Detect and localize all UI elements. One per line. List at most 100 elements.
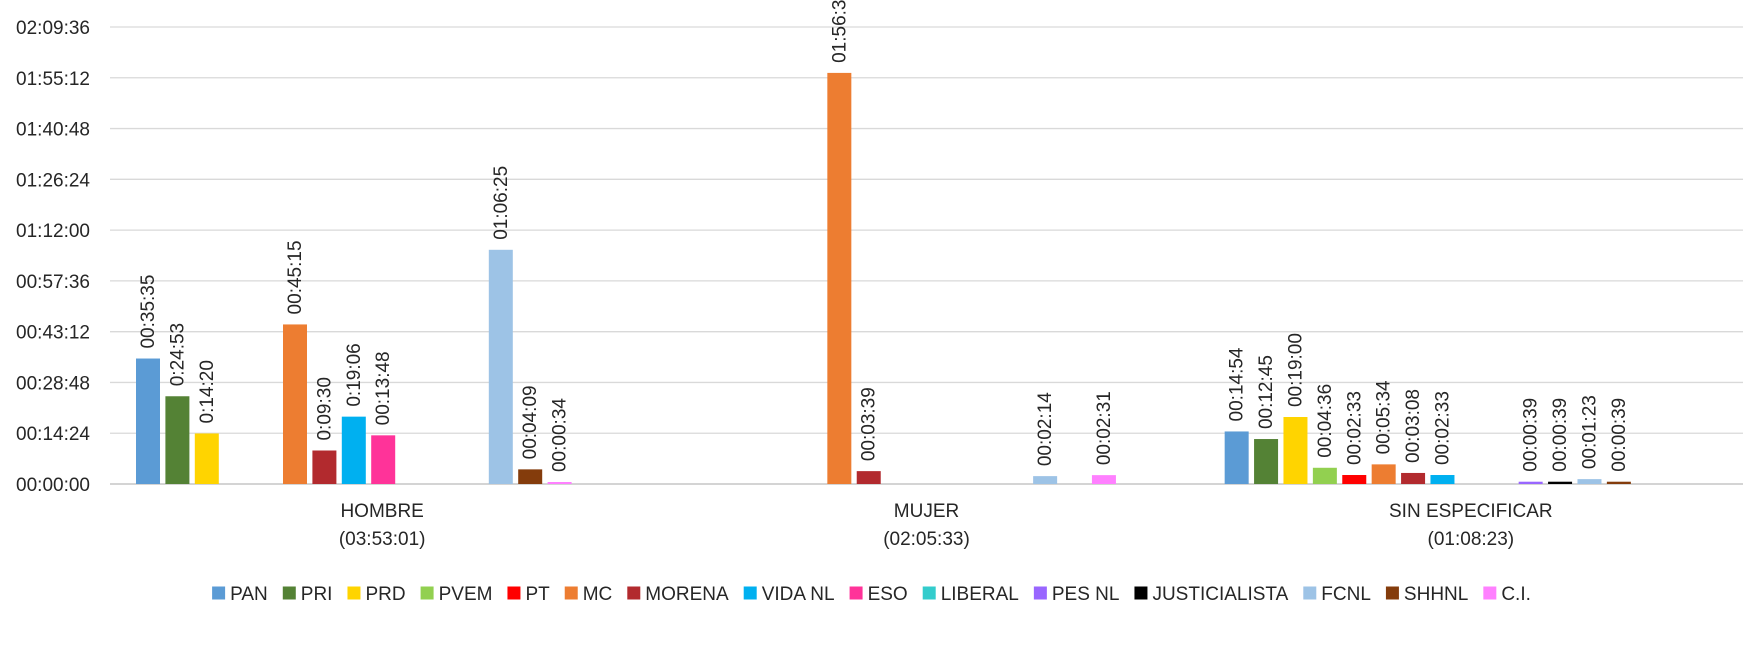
data-label: 01:06:25 [491,166,512,240]
bar-mc [827,72,852,485]
legend-label: PRI [301,584,333,605]
bar-mc [283,324,307,484]
bars [136,72,1631,485]
legend-swatch [282,586,296,600]
data-label: 00:05:34 [1374,380,1395,454]
data-label: 00:04:09 [520,385,541,459]
y-tick-label: 02:09:36 [16,18,90,39]
legend-swatch [420,586,434,600]
legend-swatch [1385,586,1399,600]
y-tick-label: 00:43:12 [16,323,90,344]
bar-pan [136,358,160,484]
bar-morena [312,450,337,484]
bar-vida-nl [1430,475,1455,484]
bar-morena [1401,472,1426,484]
legend-swatch [212,586,226,600]
legend-label: PAN [230,584,268,605]
legend-label: FCNL [1321,584,1371,605]
bar-justicialista [1548,481,1573,484]
category-total-label: (02:05:33) [883,529,970,550]
x-axis-category-labels: HOMBRE (03:53:01) MUJER (02:05:33) SIN ESPEC… [339,501,1553,550]
bar-shhnl [518,469,543,484]
data-label: 00:01:23 [1579,395,1600,469]
y-tick-label: 00:14:24 [16,424,90,445]
legend-swatch [347,586,361,600]
y-tick-label: 00:28:48 [16,373,90,394]
y-tick-label: 00:00:00 [16,475,90,496]
data-label: 00:45:15 [285,240,306,314]
data-label: 0:19:06 [344,343,365,406]
bar-pan [1224,431,1249,484]
data-label: 00:03:39 [859,387,880,461]
legend-swatch [743,586,757,600]
bar-prd [1283,417,1308,484]
data-label: 00:00:39 [1521,398,1542,472]
bar-fcnl [1577,479,1602,484]
category-label: SIN ESPECIFICAR [1389,501,1553,522]
y-tick-label: 01:26:24 [16,170,90,191]
category-label: MUJER [894,501,959,522]
category-total-label: (03:53:01) [339,529,426,550]
bar-vida-nl [341,416,366,484]
data-label: 00:02:33 [1344,391,1365,465]
data-label: 00:03:08 [1403,389,1424,463]
data-label: 00:02:33 [1432,391,1453,465]
data-label: 00:14:54 [1227,347,1248,421]
data-label: 00:02:31 [1094,391,1115,465]
legend-label: SHHNL [1404,584,1468,605]
y-axis-tick-labels: 00:00:00 00:14:24 00:28:48 00:43:12 00:57:36… [16,18,90,496]
y-tick-label: 00:57:36 [16,272,90,293]
bar-pt [1342,475,1367,484]
bar-pvem [1312,467,1337,484]
legend-label: LIBERAL [941,584,1019,605]
bar-c-i- [547,482,572,484]
bar-pri [165,396,190,484]
gridlines [110,26,1743,485]
category-total-label: (01:08:23) [1428,529,1515,550]
legend-swatch [1033,586,1047,600]
legend-swatch [1134,586,1148,600]
legend-label: C.I. [1501,584,1531,605]
data-label: 0:14:20 [197,360,218,423]
legend-label: VIDA NL [762,584,835,605]
bar-pri [1254,439,1279,484]
data-label: 00:19:00 [1285,333,1306,407]
y-tick-label: 01:55:12 [16,69,90,90]
legend-swatch [1483,586,1497,600]
data-label: 00:00:39 [1550,398,1571,472]
legend: PAN PRI PRD PVEM PT MC MORENA VIDA NL ESO LIBERAL… [212,584,1531,605]
legend-label: PRD [365,584,405,605]
legend-swatch [922,586,936,600]
legend-label: PT [525,584,550,605]
data-label: 0:09:30 [314,377,335,440]
bar-morena [856,471,881,484]
legend-label: PES NL [1052,584,1120,605]
bar-c-i- [1091,475,1116,484]
data-label: 00:35:35 [138,275,159,349]
legend-label: MORENA [645,584,729,605]
legend-label: ESO [868,584,908,605]
legend-swatch [849,586,863,600]
data-label: 00:02:14 [1035,392,1056,466]
data-label: 00:00:39 [1609,398,1630,472]
legend-swatch [1303,586,1317,600]
data-label: 00:13:48 [373,351,394,425]
bar-eso [371,435,396,484]
bar-prd [194,433,219,484]
legend-swatch [507,586,521,600]
legend-label: PVEM [439,584,493,605]
bar-mc [1371,464,1396,484]
data-label: 01:56:35 [829,0,850,63]
bar-fcnl [1033,476,1058,484]
category-label: HOMBRE [340,501,423,522]
legend-swatch [627,586,641,600]
bar-pes-nl [1518,481,1543,484]
legend-swatch [564,586,578,600]
data-label: 00:04:36 [1315,384,1336,458]
legend-label: MC [583,584,613,605]
bar-shhnl [1606,481,1631,484]
data-label: 00:12:45 [1256,355,1277,429]
y-tick-label: 01:40:48 [16,120,90,141]
y-tick-label: 01:12:00 [16,221,90,242]
